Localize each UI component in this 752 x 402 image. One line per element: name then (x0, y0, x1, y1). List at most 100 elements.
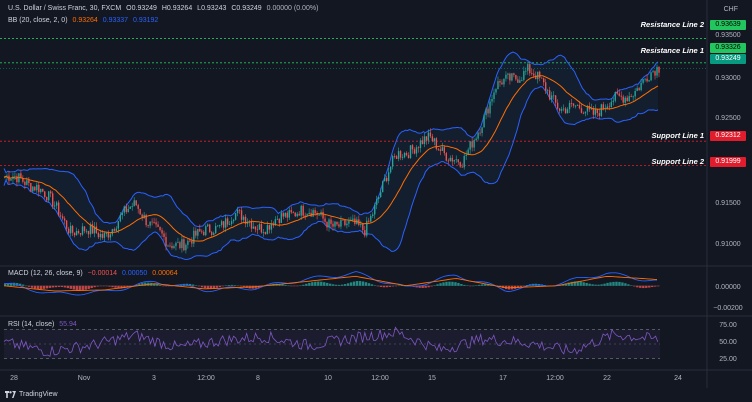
macd-histogram-bar (57, 285, 61, 287)
candle-body (622, 96, 624, 103)
macd-histogram-bar (332, 284, 335, 286)
candle-body (401, 157, 404, 159)
resistance-line-2-price: 0.93639 (710, 20, 746, 30)
candle-body (360, 223, 362, 226)
bb-legend[interactable]: BB (20, close, 2, 0) 0.93264 0.93337 0.9… (8, 17, 161, 24)
macd-histogram-bar (633, 285, 636, 287)
candle-body (374, 204, 376, 215)
candle-body (383, 177, 386, 182)
candle-body (67, 228, 70, 234)
macd-tick: −0.00200 (713, 305, 743, 312)
macd-histogram-bar (317, 281, 320, 286)
macd-histogram-bar (334, 284, 338, 286)
candle-body (230, 221, 233, 224)
candle-body (129, 206, 131, 209)
macd-legend[interactable]: MACD (12, 26, close, 9) −0.00014 0.00050… (8, 270, 181, 277)
candle-body (131, 206, 133, 208)
resistance-line-1-price: 0.93326 (710, 43, 746, 53)
macd-histogram-bar (105, 285, 108, 287)
candle-body (483, 115, 485, 128)
macd-histogram-bar (439, 283, 442, 286)
candle-body (584, 111, 587, 114)
candle-body (393, 156, 396, 157)
candle-body (564, 108, 567, 114)
macd-histogram-bar (478, 284, 481, 286)
candle-body (222, 221, 225, 228)
tradingview-logo-icon (5, 391, 16, 398)
macd-histogram-bar (60, 285, 64, 288)
candle-body (77, 230, 80, 234)
macd-histogram-bar (385, 285, 389, 288)
tradingview-logo[interactable]: TradingView (5, 391, 58, 398)
candle-body (187, 240, 189, 245)
candle-body (495, 89, 497, 93)
candle-body (387, 172, 390, 182)
candle-body (610, 101, 612, 108)
macd-histogram-bar (284, 285, 287, 286)
macd-histogram-bar (197, 285, 201, 287)
candle-body (40, 188, 42, 193)
macd-histogram-bar (144, 282, 147, 286)
macd-histogram-bar (230, 284, 234, 286)
macd-histogram-bar (636, 285, 639, 288)
candle-body (529, 64, 531, 74)
macd-histogram-bar (382, 285, 386, 288)
rsi-title: RSI (14, close) (8, 321, 55, 328)
candle-body (326, 221, 328, 228)
macd-histogram-bar (588, 283, 591, 286)
candle-body (624, 97, 626, 103)
candle-body (220, 221, 223, 226)
candle-body (630, 96, 632, 98)
candle-body (638, 88, 640, 91)
macd-histogram-bar (212, 285, 216, 289)
candle-body (372, 214, 374, 217)
macd-histogram-bar (597, 284, 600, 286)
macd-histogram-bar (337, 284, 341, 286)
macd-histogram-bar (579, 281, 582, 286)
candle-body (348, 220, 350, 224)
candle-body (137, 205, 139, 209)
candle-body (632, 96, 634, 98)
candle-body (224, 218, 227, 228)
candle-body (411, 145, 414, 150)
macd-histogram-bar (606, 282, 609, 286)
candle-body (87, 230, 90, 235)
candle-body (346, 223, 348, 226)
candle-body (598, 113, 601, 116)
candle-body (242, 216, 245, 220)
macd-histogram-bar (618, 281, 621, 286)
macd-histogram-bar (391, 285, 395, 287)
rsi-legend[interactable]: RSI (14, close) 55.94 (8, 321, 80, 328)
candle-body (554, 95, 557, 103)
macd-histogram-bar (481, 284, 484, 286)
macd-histogram-bar (153, 283, 156, 286)
candle-body (594, 108, 597, 115)
price-tick: 0.93000 (715, 75, 741, 82)
macd-histogram-bar (573, 281, 576, 286)
candle-body (256, 229, 259, 231)
candle-body (101, 234, 104, 238)
macd-histogram-bar (221, 285, 225, 287)
candle-body (445, 153, 447, 161)
candle-body (602, 104, 605, 110)
macd-histogram-bar (42, 285, 46, 289)
macd-histogram-bar (156, 284, 159, 286)
macd-histogram-bar (349, 282, 353, 286)
candle-body (228, 223, 231, 225)
rsi-tick: 75.00 (719, 322, 737, 329)
price-tick: 0.92500 (715, 115, 741, 122)
last-price-badge: 0.93249 (710, 54, 746, 64)
macd-histogram-bar (570, 281, 573, 286)
candle-body (469, 141, 471, 150)
candle-body (550, 95, 553, 100)
macd-histogram-bar (75, 285, 78, 291)
candle-body (50, 191, 52, 194)
candle-body (600, 104, 603, 116)
candle-body (250, 221, 253, 229)
candle-body (552, 95, 555, 97)
candle-body (288, 210, 290, 218)
macd-histogram-bar (466, 285, 469, 287)
macd-histogram-bar (84, 285, 87, 290)
